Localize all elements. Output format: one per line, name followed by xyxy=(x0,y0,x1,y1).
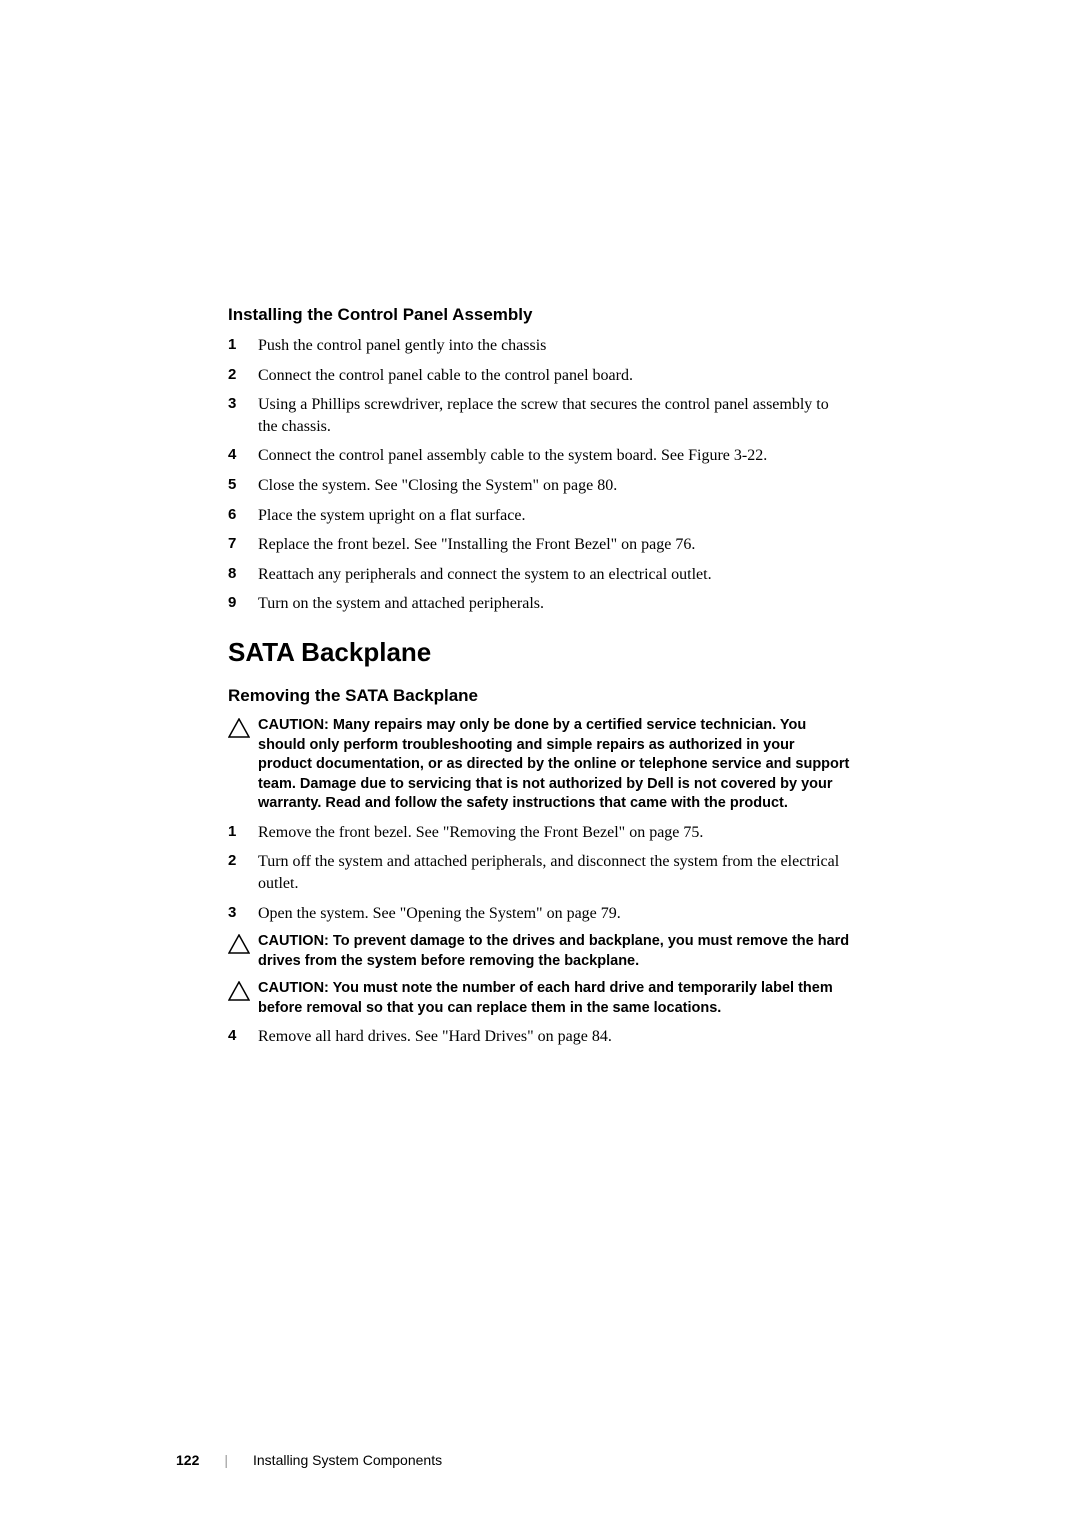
list-item: 3Open the system. See "Opening the Syste… xyxy=(228,903,850,925)
step-text: Remove all hard drives. See "Hard Drives… xyxy=(258,1026,612,1048)
step-number: 9 xyxy=(228,593,258,615)
caution-label: CAUTION: xyxy=(258,980,333,996)
list-item: 9Turn on the system and attached periphe… xyxy=(228,593,850,615)
caution-body: You must note the number of each hard dr… xyxy=(258,980,833,1016)
sata-steps-a: 1Remove the front bezel. See "Removing t… xyxy=(228,822,850,924)
list-item: 1Push the control panel gently into the … xyxy=(228,335,850,357)
sata-steps-b: 4Remove all hard drives. See "Hard Drive… xyxy=(228,1026,850,1048)
list-item: 2Turn off the system and attached periph… xyxy=(228,851,850,894)
step-number: 5 xyxy=(228,475,258,497)
step-number: 1 xyxy=(228,335,258,357)
step-number: 6 xyxy=(228,505,258,527)
caution-icon xyxy=(228,716,258,738)
step-text: Using a Phillips screwdriver, replace th… xyxy=(258,394,850,437)
step-text: Connect the control panel assembly cable… xyxy=(258,445,767,467)
step-number: 4 xyxy=(228,1026,258,1048)
page-number: 122 xyxy=(176,1452,199,1468)
list-item: 8Reattach any peripherals and connect th… xyxy=(228,564,850,586)
caution-body: Many repairs may only be done by a certi… xyxy=(258,717,849,811)
step-text: Reattach any peripherals and connect the… xyxy=(258,564,712,586)
caution-icon xyxy=(228,979,258,1001)
caution-label: CAUTION: xyxy=(258,717,333,733)
step-text: Open the system. See "Opening the System… xyxy=(258,903,621,925)
caution-block-3: CAUTION: You must note the number of eac… xyxy=(228,979,850,1018)
page-content: Installing the Control Panel Assembly 1P… xyxy=(0,0,1080,1048)
list-item: 2Connect the control panel cable to the … xyxy=(228,365,850,387)
caution-body: To prevent damage to the drives and back… xyxy=(258,933,849,969)
caution-text: CAUTION: Many repairs may only be done b… xyxy=(258,716,850,814)
list-item: 5Close the system. See "Closing the Syst… xyxy=(228,475,850,497)
step-text: Close the system. See "Closing the Syste… xyxy=(258,475,617,497)
page-footer: 122 | Installing System Components xyxy=(176,1452,442,1468)
step-number: 2 xyxy=(228,851,258,894)
step-number: 8 xyxy=(228,564,258,586)
step-text: Push the control panel gently into the c… xyxy=(258,335,546,357)
install-heading: Installing the Control Panel Assembly xyxy=(228,305,850,325)
step-number: 4 xyxy=(228,445,258,467)
sata-h1: SATA Backplane xyxy=(228,637,850,668)
step-text: Place the system upright on a flat surfa… xyxy=(258,505,525,527)
step-text: Turn off the system and attached periphe… xyxy=(258,851,850,894)
step-number: 3 xyxy=(228,903,258,925)
chapter-title: Installing System Components xyxy=(253,1452,442,1468)
step-number: 2 xyxy=(228,365,258,387)
install-steps: 1Push the control panel gently into the … xyxy=(228,335,850,615)
step-text: Connect the control panel cable to the c… xyxy=(258,365,633,387)
caution-text: CAUTION: You must note the number of eac… xyxy=(258,979,850,1018)
list-item: 1Remove the front bezel. See "Removing t… xyxy=(228,822,850,844)
list-item: 7Replace the front bezel. See "Installin… xyxy=(228,534,850,556)
step-text: Replace the front bezel. See "Installing… xyxy=(258,534,695,556)
caution-block-2: CAUTION: To prevent damage to the drives… xyxy=(228,932,850,971)
footer-separator: | xyxy=(224,1452,228,1468)
step-number: 1 xyxy=(228,822,258,844)
list-item: 3Using a Phillips screwdriver, replace t… xyxy=(228,394,850,437)
step-text: Remove the front bezel. See "Removing th… xyxy=(258,822,703,844)
list-item: 6Place the system upright on a flat surf… xyxy=(228,505,850,527)
sata-heading: Removing the SATA Backplane xyxy=(228,686,850,706)
list-item: 4Remove all hard drives. See "Hard Drive… xyxy=(228,1026,850,1048)
step-number: 7 xyxy=(228,534,258,556)
caution-label: CAUTION: xyxy=(258,933,333,949)
caution-text: CAUTION: To prevent damage to the drives… xyxy=(258,932,850,971)
caution-block-1: CAUTION: Many repairs may only be done b… xyxy=(228,716,850,814)
list-item: 4Connect the control panel assembly cabl… xyxy=(228,445,850,467)
step-number: 3 xyxy=(228,394,258,437)
caution-icon xyxy=(228,932,258,954)
step-text: Turn on the system and attached peripher… xyxy=(258,593,544,615)
